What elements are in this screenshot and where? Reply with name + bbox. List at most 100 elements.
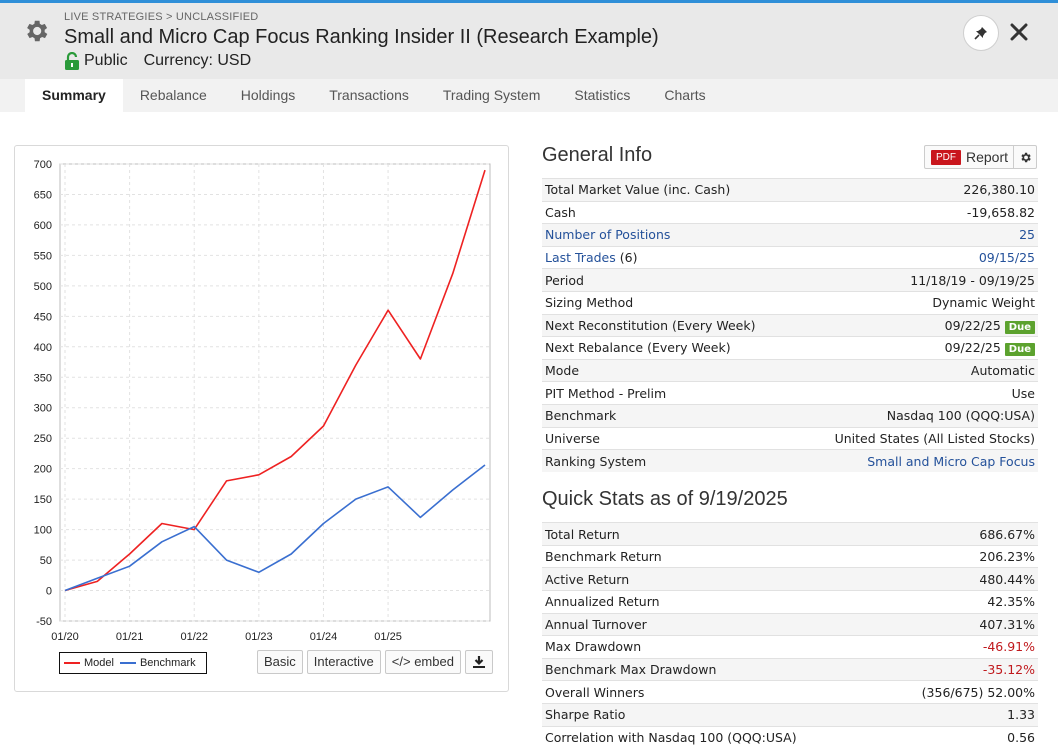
x-tick-label: 01/20 — [51, 631, 79, 643]
tab-rebalance[interactable]: Rebalance — [139, 87, 207, 103]
general-info-title: General Info — [542, 144, 653, 166]
due-badge: Due — [1004, 343, 1035, 357]
close-icon[interactable] — [1008, 21, 1030, 43]
table-row: Total Return 686.67% — [542, 522, 1038, 546]
table-row: Benchmark Return 206.23% — [542, 544, 1038, 568]
row-label: Sharpe Ratio — [542, 702, 881, 727]
tab-bar: Summary Rebalance Holdings Transactions … — [0, 79, 1058, 112]
basic-chart-button[interactable]: Basic — [257, 650, 303, 674]
tab-transactions[interactable]: Transactions — [329, 87, 409, 103]
breadcrumb[interactable]: LIVE STRATEGIES > UNCLASSIFIED — [64, 11, 259, 23]
gear-icon — [1020, 152, 1031, 162]
lock-open-icon — [65, 52, 79, 70]
y-tick-label: 700 — [34, 159, 52, 171]
performance-chart[interactable]: 7006506005505004504003503002502001501005… — [15, 146, 510, 646]
chart-legend: Model Benchmark — [59, 652, 207, 674]
y-tick-label: 200 — [34, 464, 52, 476]
y-tick-label: 0 — [46, 586, 52, 598]
y-tick-label: 300 — [34, 403, 52, 415]
row-label: Benchmark — [542, 403, 796, 428]
legend-label-model: Model — [84, 657, 114, 669]
y-tick-label: 50 — [40, 555, 52, 567]
row-value: United States (All Listed Stocks) — [795, 426, 1038, 450]
tab-trading-system[interactable]: Trading System — [442, 87, 541, 103]
tab-summary[interactable]: Summary — [25, 79, 123, 112]
table-row: Cash -19,658.82 — [542, 200, 1038, 224]
row-label: Ranking System — [542, 449, 796, 473]
y-tick-label: 150 — [34, 494, 52, 506]
last-trades-date-link[interactable]: 09/15/25 — [978, 250, 1035, 266]
legend-item-benchmark[interactable]: Benchmark — [119, 657, 196, 669]
table-row: Next Rebalance (Every Week) 09/22/25 Due — [542, 336, 1038, 360]
tab-holdings[interactable]: Holdings — [240, 87, 296, 103]
row-value: 407.31% — [880, 612, 1038, 636]
number-of-positions-link[interactable]: Number of Positions — [545, 227, 671, 243]
row-label: Overall Winners — [542, 680, 881, 704]
table-row: Overall Winners (356/675) 52.00% — [542, 680, 1038, 704]
row-value: 480.44% — [880, 567, 1038, 591]
report-label: Report — [966, 149, 1009, 165]
tab-charts[interactable]: Charts — [664, 87, 706, 103]
report-button[interactable]: PDF Report — [924, 145, 1037, 169]
series-line-model[interactable] — [64, 169, 486, 592]
row-value: Automatic — [795, 358, 1038, 382]
row-value: -46.91% — [880, 635, 1038, 659]
y-tick-label: 500 — [34, 281, 52, 293]
interactive-chart-button[interactable]: Interactive — [306, 650, 381, 674]
pin-icon — [974, 27, 987, 40]
row-label: Universe — [542, 426, 796, 450]
row-value: Dynamic Weight — [795, 290, 1038, 315]
gear-icon[interactable] — [22, 17, 50, 45]
legend-swatch-model — [64, 662, 80, 664]
y-tick-label: 650 — [34, 189, 52, 201]
chart-buttons: Basic Interactive </> embed — [257, 650, 497, 674]
pin-button[interactable] — [963, 15, 999, 51]
series-line-benchmark[interactable] — [64, 464, 486, 592]
download-icon — [472, 656, 485, 668]
row-value: 0.56 — [880, 725, 1038, 749]
y-tick-label: -50 — [36, 616, 52, 628]
ranking-system-link[interactable]: Small and Micro Cap Focus — [867, 453, 1035, 469]
y-tick-label: 400 — [34, 342, 52, 354]
table-row: Sharpe Ratio 1.33 — [542, 702, 1038, 727]
positions-count-link[interactable]: 25 — [1019, 227, 1035, 243]
tab-statistics[interactable]: Statistics — [574, 87, 631, 103]
table-row: Mode Automatic — [542, 358, 1038, 382]
row-value: Use — [795, 381, 1038, 405]
row-label: Period — [542, 268, 796, 292]
strategy-meta: Public Currency: USD — [64, 52, 251, 70]
table-row: Universe United States (All Listed Stock… — [542, 426, 1038, 450]
table-row: Annual Turnover 407.31% — [542, 612, 1038, 636]
report-settings-button[interactable] — [1013, 146, 1036, 168]
y-tick-label: 550 — [34, 250, 52, 262]
plot-area — [59, 163, 491, 622]
general-info-table: Total Market Value (inc. Cash) 226,380.1… — [542, 178, 1038, 473]
x-tick-label: 01/21 — [116, 631, 144, 643]
row-label: Active Return — [542, 567, 881, 591]
row-label: Benchmark Return — [542, 544, 881, 568]
currency-label: Currency: USD — [143, 52, 252, 69]
embed-button[interactable]: </> embed — [384, 650, 461, 674]
info-panel: General Info PDF Report Total Market Val… — [542, 140, 1038, 749]
table-row: Benchmark Nasdaq 100 (QQQ:USA) — [542, 403, 1038, 428]
last-trades-link[interactable]: Last Trades — [545, 250, 616, 266]
table-row: Period 11/18/19 - 09/19/25 — [542, 268, 1038, 292]
table-row: Benchmark Max Drawdown -35.12% — [542, 657, 1038, 681]
y-tick-label: 600 — [34, 220, 52, 232]
table-row: PIT Method - Prelim Use — [542, 381, 1038, 405]
row-value: 42.35% — [880, 590, 1038, 614]
legend-item-model[interactable]: Model — [64, 657, 114, 669]
row-label: Correlation with Nasdaq 100 (QQQ:USA) — [542, 725, 881, 749]
row-label: PIT Method - Prelim — [542, 381, 796, 405]
y-tick-label: 350 — [34, 372, 52, 384]
table-row: Last Trades (6) 09/15/25 — [542, 245, 1038, 269]
row-value: (356/675) 52.00% — [880, 680, 1038, 704]
due-badge: Due — [1004, 320, 1035, 334]
quick-stats-title: Quick Stats as of 9/19/2025 — [542, 488, 788, 511]
row-value: 11/18/19 - 09/19/25 — [795, 268, 1038, 292]
page-title: Small and Micro Cap Focus Ranking Inside… — [64, 26, 659, 48]
y-tick-label: 450 — [34, 311, 52, 323]
download-button[interactable] — [464, 650, 493, 674]
row-label: Cash — [542, 200, 796, 224]
row-label: Mode — [542, 358, 796, 382]
